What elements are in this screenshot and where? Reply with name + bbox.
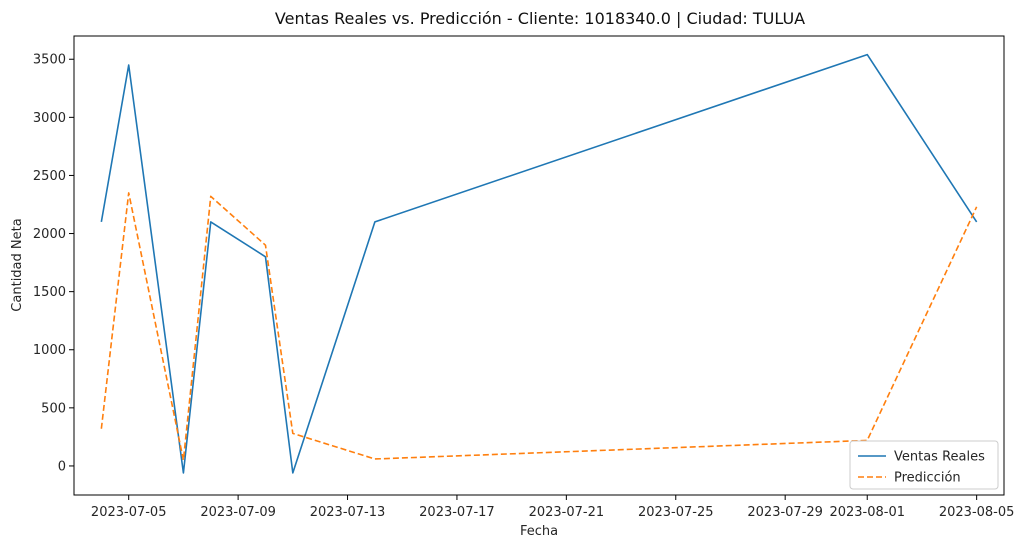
legend-label: Ventas Reales — [894, 450, 985, 465]
y-tick-label: 2000 — [33, 227, 66, 242]
x-tick-label: 2023-07-17 — [419, 505, 495, 520]
legend-label: Predicción — [894, 471, 961, 486]
x-tick-label: 2023-08-05 — [939, 505, 1014, 520]
y-axis-label: Cantidad Neta — [10, 218, 25, 311]
series-line-ventas-reales — [100, 53, 978, 474]
y-axis: 0 500 1000 1500 2000 2500 3000 3500 — [33, 53, 74, 474]
x-tick-label: 2023-07-21 — [529, 505, 605, 520]
legend-box — [849, 440, 999, 490]
legend: Ventas Reales Predicción — [849, 440, 999, 490]
x-tick-label: 2023-07-25 — [638, 505, 714, 520]
y-tick-label: 2500 — [33, 169, 66, 184]
x-axis: 2023-07-05 2023-07-09 2023-07-13 2023-07-17… — [91, 495, 1014, 520]
y-tick-label: 1000 — [33, 343, 66, 358]
x-tick-label: 2023-07-29 — [747, 505, 823, 520]
y-tick-label: 500 — [41, 401, 66, 416]
chart-title: Ventas Reales vs. Predicción - Cliente: … — [275, 9, 805, 28]
x-tick-label: 2023-07-09 — [200, 505, 276, 520]
x-tick-label: 2023-07-05 — [91, 505, 167, 520]
y-tick-label: 1500 — [33, 285, 66, 300]
x-tick-label: 2023-07-13 — [310, 505, 386, 520]
x-tick-label: 2023-08-01 — [829, 505, 905, 520]
plot-area — [73, 35, 1005, 496]
y-tick-label: 0 — [58, 459, 66, 474]
series-line-prediccion — [100, 192, 978, 461]
series-layer — [100, 53, 978, 474]
y-tick-label: 3000 — [33, 111, 66, 126]
y-tick-label: 3500 — [33, 53, 66, 68]
x-axis-label: Fecha — [520, 524, 558, 539]
